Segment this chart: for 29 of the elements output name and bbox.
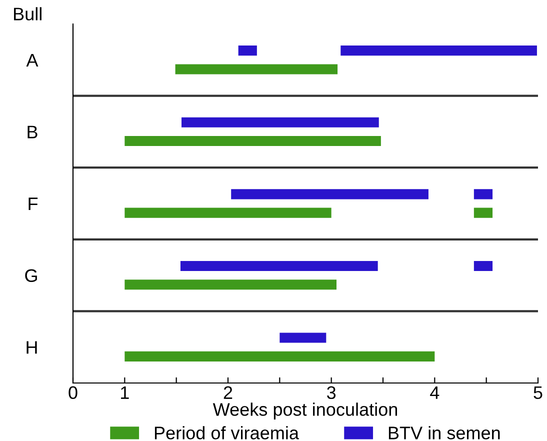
bar [280, 332, 326, 343]
y-tick-label: B [28, 126, 38, 138]
x-tick-label: 3 [327, 386, 336, 400]
x-tick-label: 5 [534, 386, 542, 400]
bar [238, 46, 257, 56]
y-tick-label: G [25, 269, 37, 282]
legend-label: Period of viraemia [154, 426, 299, 440]
bar [124, 136, 381, 146]
y-tick-label: A [26, 54, 38, 66]
bar [180, 260, 378, 271]
bar [124, 351, 435, 362]
bar [340, 46, 537, 56]
x-axis-title: Weeks post inoculation [212, 402, 398, 420]
y-tick-label: F [28, 198, 38, 210]
x-tick-label: 2 [224, 386, 232, 399]
bar [182, 117, 379, 128]
bar [124, 280, 336, 290]
bar [175, 64, 338, 74]
y-tick-label: H [26, 341, 37, 354]
bar [124, 208, 332, 218]
legend-label: BTV in semen [388, 426, 500, 440]
x-tick-label: 0 [68, 386, 78, 400]
bar [231, 189, 428, 200]
y-axis-title: Bull [14, 7, 42, 20]
bar [474, 260, 493, 271]
x-tick-label: 1 [121, 386, 129, 399]
bar [474, 208, 493, 218]
x-tick-label: 4 [430, 386, 440, 399]
bar [474, 189, 493, 200]
